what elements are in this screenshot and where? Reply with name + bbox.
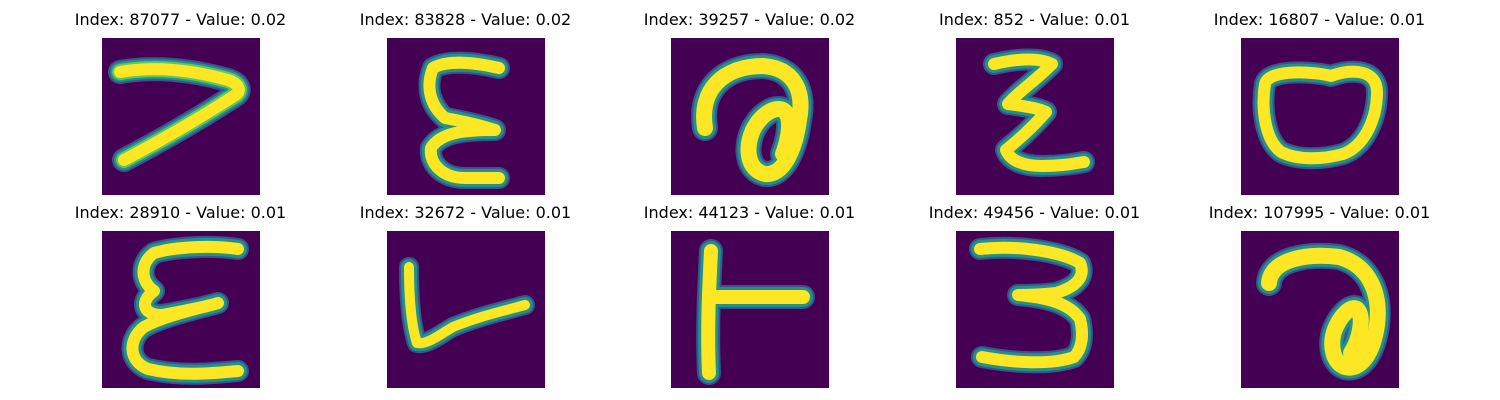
panel-title: Index: 39257 - Value: 0.02 [643,10,856,29]
panel-title: Index: 87077 - Value: 0.02 [74,10,287,29]
digit-image [1241,231,1399,388]
digit-image [671,38,829,195]
seven-stroke-glyph [108,57,251,172]
panel-8: Index: 44123 - Value: 0.01 [607,197,892,388]
panel-title: Index: 49456 - Value: 0.01 [928,203,1141,222]
epsilon-stroke-glyph [418,51,510,189]
panel-title: Index: 107995 - Value: 0.01 [1208,203,1431,222]
panel-7: Index: 32672 - Value: 0.01 [323,197,608,388]
panel-4: Index: 852 - Value: 0.01 [892,4,1177,195]
digit-image [956,231,1114,388]
curl-loop-stroke-glyph [691,53,814,187]
zigzag-z-stroke-glyph [983,48,1095,177]
panel-title: Index: 28910 - Value: 0.01 [74,203,287,222]
panel-1: Index: 87077 - Value: 0.02 [38,4,323,195]
digit-image [1241,38,1399,195]
digit-image [387,231,545,388]
wavy-epsilon-stroke-glyph [121,235,249,385]
digit-image [387,38,545,195]
three-like-stroke-glyph [969,236,1093,374]
panel-2: Index: 83828 - Value: 0.02 [323,4,608,195]
panel-9: Index: 49456 - Value: 0.01 [892,197,1177,388]
panel-title: Index: 44123 - Value: 0.01 [643,203,856,222]
check-like-stroke-glyph [399,257,535,354]
panel-title: Index: 83828 - Value: 0.02 [359,10,572,29]
panel-6: Index: 28910 - Value: 0.01 [38,197,323,388]
digit-image [102,231,260,388]
oval-loop-stroke-glyph [1252,60,1388,170]
digit-image [102,38,260,195]
curl-loop-stroke-2-glyph [1256,242,1391,381]
panel-5: Index: 16807 - Value: 0.01 [1177,4,1462,195]
t-shape-stroke-glyph [696,239,815,385]
panel-10: Index: 107995 - Value: 0.01 [1177,197,1462,388]
panel-title: Index: 16807 - Value: 0.01 [1213,10,1426,29]
panel-title: Index: 32672 - Value: 0.01 [359,203,572,222]
digit-image [671,231,829,388]
panel-3: Index: 39257 - Value: 0.02 [607,4,892,195]
panel-title: Index: 852 - Value: 0.01 [938,10,1131,29]
digit-image [956,38,1114,195]
